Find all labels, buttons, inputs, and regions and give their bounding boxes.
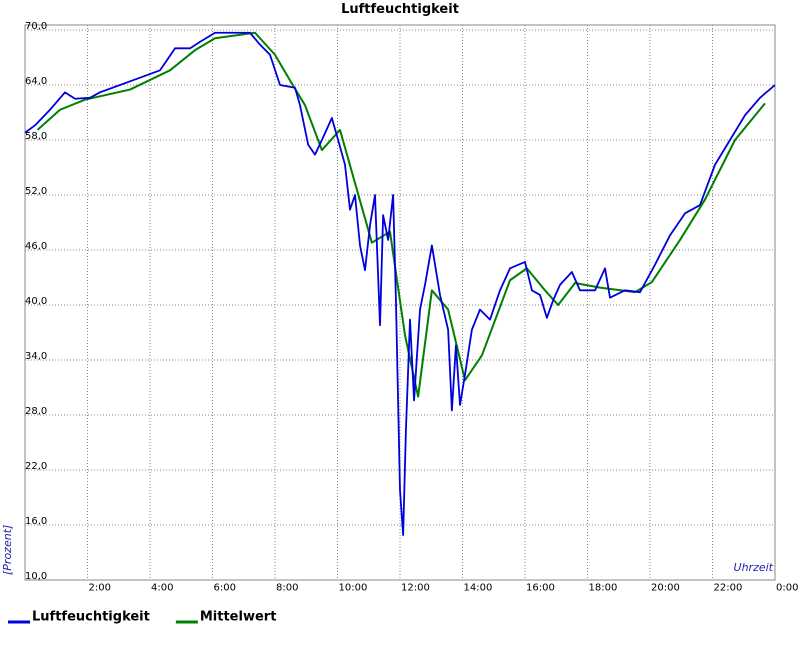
x-tick-label: 12:00 xyxy=(401,582,430,593)
x-tick-label: 6:00 xyxy=(214,582,236,593)
line-series xyxy=(24,31,776,536)
x-tick-label: 18:00 xyxy=(589,582,618,593)
y-tick-label: 70,0 xyxy=(25,21,47,32)
y-tick-label: 46,0 xyxy=(25,241,47,252)
y-tick-label: 10,0 xyxy=(25,571,47,582)
legend-label: Luftfeuchtigkeit xyxy=(32,610,150,625)
line-series xyxy=(36,31,766,398)
y-tick-label: 22,0 xyxy=(25,461,47,472)
x-tick-label: 8:00 xyxy=(276,582,298,593)
y-tick-label: 64,0 xyxy=(25,76,47,87)
x-tick-label: 2:00 xyxy=(89,582,111,593)
legend-label: Mittelwert xyxy=(200,610,277,625)
x-tick-label: 16:00 xyxy=(526,582,555,593)
y-tick-label: 52,0 xyxy=(25,186,47,197)
x-tick-label: 10:00 xyxy=(339,582,368,593)
y-tick-label: 34,0 xyxy=(25,351,47,362)
y-tick-label: 28,0 xyxy=(25,406,47,417)
y-tick-label: 40,0 xyxy=(25,296,47,307)
x-tick-label: 4:00 xyxy=(151,582,173,593)
y-tick-label: 58,0 xyxy=(25,131,47,142)
x-tick-label: 14:00 xyxy=(464,582,493,593)
x-tick-label: 20:00 xyxy=(651,582,680,593)
y-axis-label: [Prozent] xyxy=(1,525,14,575)
x-tick-label: 22:00 xyxy=(714,582,743,593)
chart-title: Luftfeuchtigkeit xyxy=(341,2,459,17)
x-tick-label: 0:00 xyxy=(776,582,798,593)
y-tick-label: 16,0 xyxy=(25,516,47,527)
x-axis-label: Uhrzeit xyxy=(734,561,774,574)
